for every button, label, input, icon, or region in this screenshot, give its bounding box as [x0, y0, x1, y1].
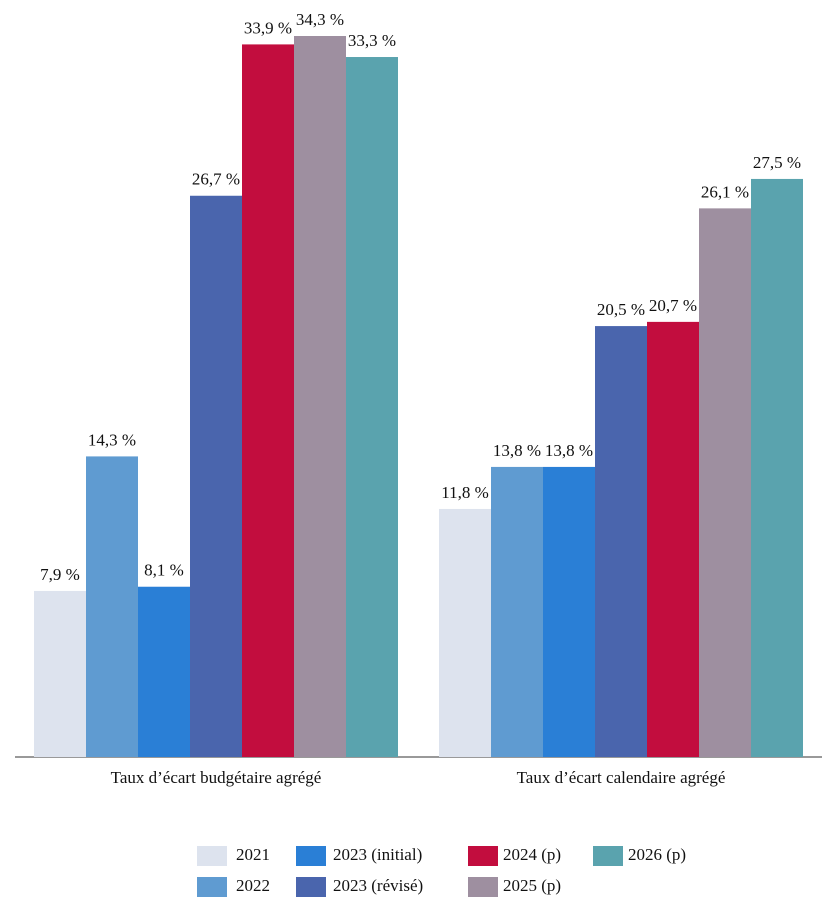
bar: [190, 195, 242, 757]
data-label: 20,5 %: [597, 300, 645, 319]
x-tick-label: Taux d’écart calendaire agrégé: [517, 768, 726, 787]
legend-label: 2023 (révisé): [333, 876, 423, 895]
data-label: 34,3 %: [296, 10, 344, 29]
data-label: 33,3 %: [348, 31, 396, 50]
x-tick-label: Taux d’écart budgétaire agrégé: [111, 768, 322, 787]
data-label: 26,7 %: [192, 170, 240, 189]
legend-label: 2026 (p): [628, 845, 686, 864]
legend-swatch: [296, 846, 326, 866]
legend-label: 2024 (p): [503, 845, 561, 864]
bar: [491, 466, 543, 757]
legend-swatch: [197, 846, 227, 866]
bar: [346, 57, 398, 758]
legend-swatch: [593, 846, 623, 866]
bar: [294, 36, 346, 757]
data-label: 13,8 %: [545, 441, 593, 460]
data-label: 7,9 %: [40, 565, 80, 584]
data-label: 20,7 %: [649, 296, 697, 315]
legend-swatch: [468, 877, 498, 897]
bar: [86, 456, 138, 757]
legend-label: 2022: [236, 876, 270, 895]
legend-swatch: [296, 877, 326, 897]
bar: [34, 590, 86, 757]
bar: [543, 466, 595, 757]
data-label: 27,5 %: [753, 153, 801, 172]
bar: [647, 321, 699, 757]
bar: [138, 586, 190, 757]
bar: [595, 326, 647, 757]
bar: [439, 508, 491, 757]
bar: [751, 178, 803, 757]
data-label: 26,1 %: [701, 182, 749, 201]
legend-label: 2025 (p): [503, 876, 561, 895]
data-label: 13,8 %: [493, 441, 541, 460]
legend-label: 2023 (initial): [333, 845, 422, 864]
data-label: 14,3 %: [88, 430, 136, 449]
data-label: 11,8 %: [441, 483, 489, 502]
legend-swatch: [468, 846, 498, 866]
data-label: 8,1 %: [144, 561, 184, 580]
bar: [242, 44, 294, 758]
data-label: 33,9 %: [244, 18, 292, 37]
legend-swatch: [197, 877, 227, 897]
legend-label: 2021: [236, 845, 270, 864]
bar: [699, 208, 751, 758]
